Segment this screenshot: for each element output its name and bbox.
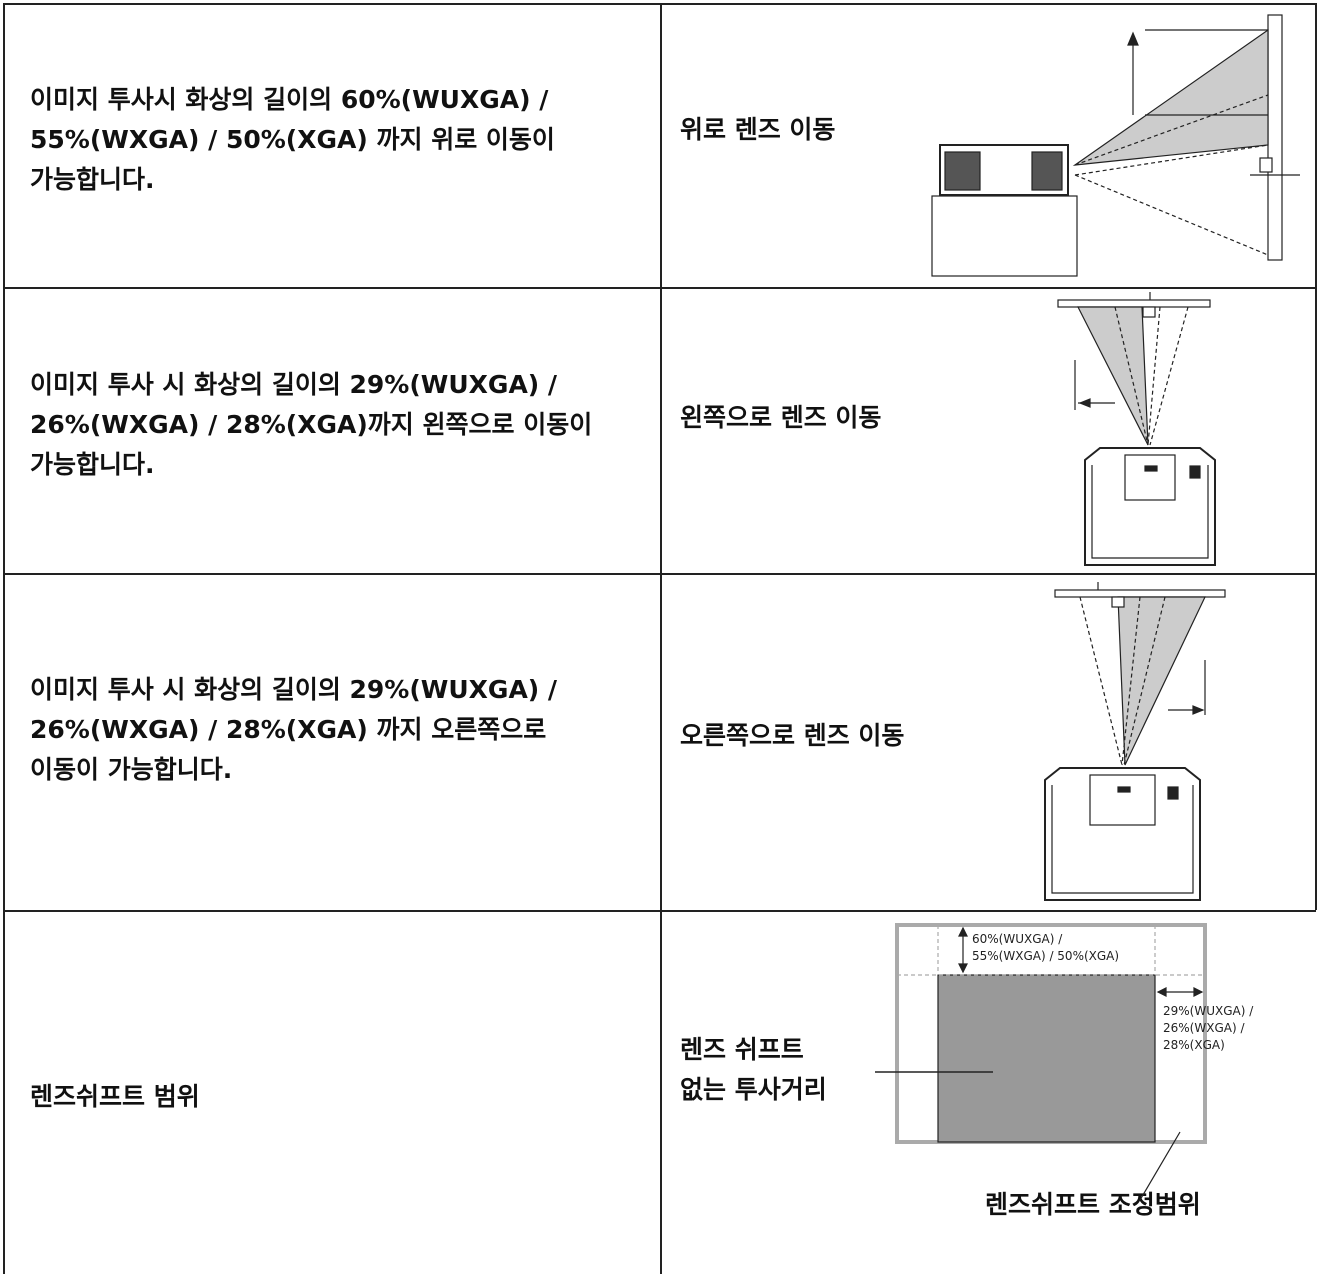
description: 이미지 투사 시 화상의 길이의 29%(WUXGA) / 26%(WXGA) … [30,670,557,790]
up-shift-diagram [931,14,1300,277]
diagram-label: 렌즈 쉬프트 없는 투사거리 [680,1030,827,1110]
text-line: 26%(WXGA) / 28%(XGA) 까지 오른쪽으로 [30,715,547,744]
border [3,3,5,1274]
border [3,287,1316,289]
border [3,573,1316,575]
text-line: 가능합니다. [30,450,155,479]
range-text: 28%(XGA) [1163,1038,1225,1052]
description: 이미지 투사시 화상의 길이의 60%(WUXGA) / 55%(WXGA) /… [30,80,555,200]
shift-range-diagram: 60%(WUXGA) / 55%(WXGA) / 50%(XGA) 29%(WU… [875,923,1254,1201]
text-line: 렌즈 쉬프트 [680,1035,804,1064]
diagram-label: 렌즈쉬프트 조정범위 [985,1190,1201,1219]
text-line: 이미지 투사 시 화상의 길이의 29%(WUXGA) / [30,675,558,704]
text-line: 가능합니다. [30,165,155,194]
text-line: 55%(WXGA) / 50%(XGA) 까지 위로 이동이 [30,125,555,154]
range-text: 26%(WXGA) / [1163,1021,1245,1035]
text-line: 이미지 투사 시 화상의 길이의 29%(WUXGA) / [30,370,558,399]
text-line: 없는 투사거리 [680,1075,827,1104]
border [660,3,662,1274]
range-text: 60%(WUXGA) / [972,932,1063,946]
label: 왼쪽으로 렌즈 이동 [680,403,882,432]
text-line: 이미지 투사시 화상의 길이의 60%(WUXGA) / [30,85,549,114]
label: 위로 렌즈 이동 [680,115,836,144]
right-shift-diagram [1044,582,1226,901]
range-text: 29%(WUXGA) / [1163,1004,1254,1018]
border [3,910,1316,912]
description: 이미지 투사 시 화상의 길이의 29%(WUXGA) / 26%(WXGA) … [30,365,592,485]
border [3,3,1316,5]
range-text: 55%(WXGA) / 50%(XGA) [972,949,1119,963]
left-shift-diagram [1057,292,1216,566]
text-line: 26%(WXGA) / 28%(XGA)까지 왼쪽으로 이동이 [30,410,593,439]
border [1315,3,1317,910]
description: 렌즈쉬프트 범위 [30,1082,200,1111]
label: 오른쪽으로 렌즈 이동 [680,721,905,750]
text-line: 이동이 가능합니다. [30,755,233,784]
